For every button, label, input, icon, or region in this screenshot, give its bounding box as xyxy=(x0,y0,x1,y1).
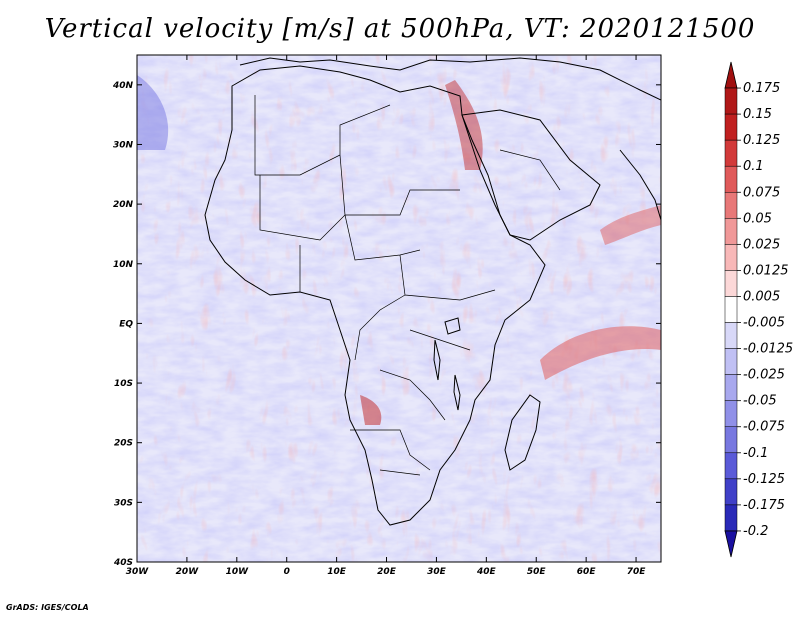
map-panel xyxy=(137,55,661,562)
lat-tick-label: 20N xyxy=(113,200,134,210)
lon-tick-label: 50E xyxy=(527,567,547,577)
colorbar-label: 0.075 xyxy=(743,185,780,200)
lat-tick-label: 10S xyxy=(114,379,133,389)
colorbar-swatch xyxy=(724,192,738,219)
lat-tick-label: 30S xyxy=(114,498,133,508)
lon-tick-label: 30E xyxy=(427,567,447,577)
lon-tick-label: 0 xyxy=(284,567,290,577)
positive-patch-southern-africa xyxy=(360,395,382,425)
lat-tick-label: 40N xyxy=(112,81,134,91)
europe-coastline xyxy=(239,57,661,101)
colorbar-label: -0.025 xyxy=(743,368,785,383)
colorbar-label: 0.125 xyxy=(743,133,780,148)
colorbar-label: -0.175 xyxy=(743,498,785,513)
colorbar-swatch xyxy=(724,426,738,454)
colorbar-swatch xyxy=(724,296,738,323)
lon-tick-label: 20W xyxy=(176,567,200,577)
lon-axis: 30W 20W 10W 0 10E 20E 30E 40E 50E 60E 70E xyxy=(126,55,646,577)
colorbar-swatch xyxy=(724,478,738,506)
colorbar-label: 0.175 xyxy=(743,81,780,96)
colorbar-label: -0.075 xyxy=(743,420,785,435)
colorbar-label: -0.005 xyxy=(743,316,785,331)
colorbar-swatch xyxy=(724,374,738,401)
negative-patch-atlantic xyxy=(137,75,169,150)
country-borders xyxy=(254,95,561,476)
lon-tick-label: 30W xyxy=(126,567,150,577)
colorbar-label: 0.15 xyxy=(743,107,772,122)
lat-tick-label: 30N xyxy=(113,140,134,150)
colorbar-label: 0.0125 xyxy=(743,263,789,278)
colorbar-label: -0.2 xyxy=(743,524,768,539)
lon-tick-label: 20E xyxy=(377,567,397,577)
colorbar-swatch xyxy=(724,400,738,427)
field-positive-texture xyxy=(137,55,661,562)
lake-malawi xyxy=(453,374,461,411)
lat-tick-label: 20S xyxy=(114,439,133,449)
colorbar-bottom-arrow xyxy=(724,530,738,558)
positive-band-indian-ocean xyxy=(540,326,661,380)
colorbar-swatch xyxy=(724,322,738,349)
lat-tick-label: 40S xyxy=(113,558,133,568)
colorbar-label: -0.1 xyxy=(743,446,768,461)
colorbar-top-arrow xyxy=(724,61,738,89)
lon-tick-label: 60E xyxy=(577,567,597,577)
colorbar-label: -0.125 xyxy=(743,472,785,487)
madagascar-coastline xyxy=(504,394,541,471)
colorbar-swatch xyxy=(724,270,738,297)
colorbar-label: 0.005 xyxy=(743,289,780,304)
colorbar-swatch xyxy=(724,244,738,271)
colorbar: 0.175 0.15 0.125 0.1 0.075 0.05 0.025 0.0125 0.0… xyxy=(724,61,793,558)
colorbar-label: 0.05 xyxy=(743,211,772,226)
grads-credit: GrADS: IGES/COLA xyxy=(6,603,89,612)
lat-tick-label: EQ xyxy=(119,319,133,329)
colorbar-swatch xyxy=(724,165,738,193)
colorbar-label: 0.1 xyxy=(743,159,764,174)
colorbar-swatch xyxy=(724,113,738,141)
colorbar-swatch xyxy=(724,139,738,167)
colorbar-swatch xyxy=(724,218,738,245)
lat-tick-label: 10N xyxy=(113,260,134,270)
india-coastline xyxy=(619,149,661,221)
colorbar-swatch xyxy=(724,87,738,115)
lon-tick-label: 70E xyxy=(627,567,647,577)
africa-coastline xyxy=(204,65,546,526)
lat-axis: 40N 30N 20N 10N EQ 10S 20S 30S 40S xyxy=(112,81,661,568)
lon-tick-label: 10E xyxy=(327,567,347,577)
positive-patch-red-sea xyxy=(445,80,483,170)
colorbar-swatch xyxy=(724,452,738,480)
lon-tick-label: 10W xyxy=(226,567,250,577)
colorbar-swatch xyxy=(724,348,738,375)
colorbar-swatch xyxy=(724,504,738,532)
colorbar-label: -0.0125 xyxy=(743,342,793,357)
lon-tick-label: 40E xyxy=(476,567,497,577)
lake-victoria xyxy=(444,317,461,335)
colorbar-label: 0.025 xyxy=(743,237,780,252)
colorbar-label: -0.05 xyxy=(743,394,777,409)
map-title: Vertical velocity [m/s] at 500hPa, VT: 2… xyxy=(44,14,756,44)
positive-band-arabian-sea xyxy=(600,205,661,245)
arabia-coastline xyxy=(461,109,601,241)
map-frame xyxy=(136,54,662,563)
lake-tanganyika xyxy=(433,339,441,381)
